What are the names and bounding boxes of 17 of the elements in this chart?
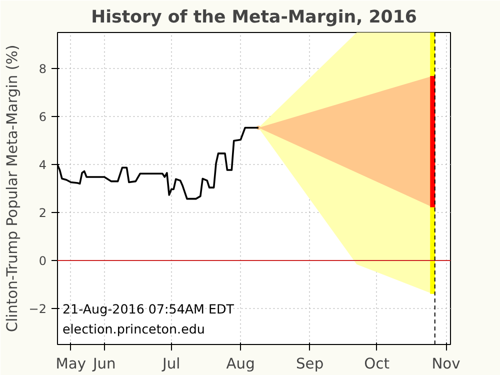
x-tick-label: May (56, 356, 86, 372)
y-tick-label: 2 (38, 206, 47, 220)
x-tick-label: Sep (296, 356, 324, 372)
annotation: 21-Aug-2016 07:54AM EDT (62, 302, 234, 316)
y-tick-label: 4 (38, 158, 47, 172)
x-tick-label: Nov (432, 356, 461, 372)
x-tick-label: Jun (92, 356, 116, 372)
y-tick-label: 8 (38, 62, 47, 76)
x-tick-label: Aug (226, 356, 255, 372)
chart-title: History of the Meta-Margin, 2016 (91, 8, 417, 28)
y-tick-label: 6 (38, 110, 47, 124)
y-tick-label: −2 (28, 302, 47, 316)
annotation: election.princeton.edu (62, 322, 205, 336)
x-tick-label: Oct (364, 356, 390, 372)
x-tick-label: Jul (162, 356, 180, 372)
y-tick-label: 0 (38, 254, 47, 268)
y-axis-title: Clinton-Trump Popular Meta-Margin (%) (4, 44, 21, 332)
